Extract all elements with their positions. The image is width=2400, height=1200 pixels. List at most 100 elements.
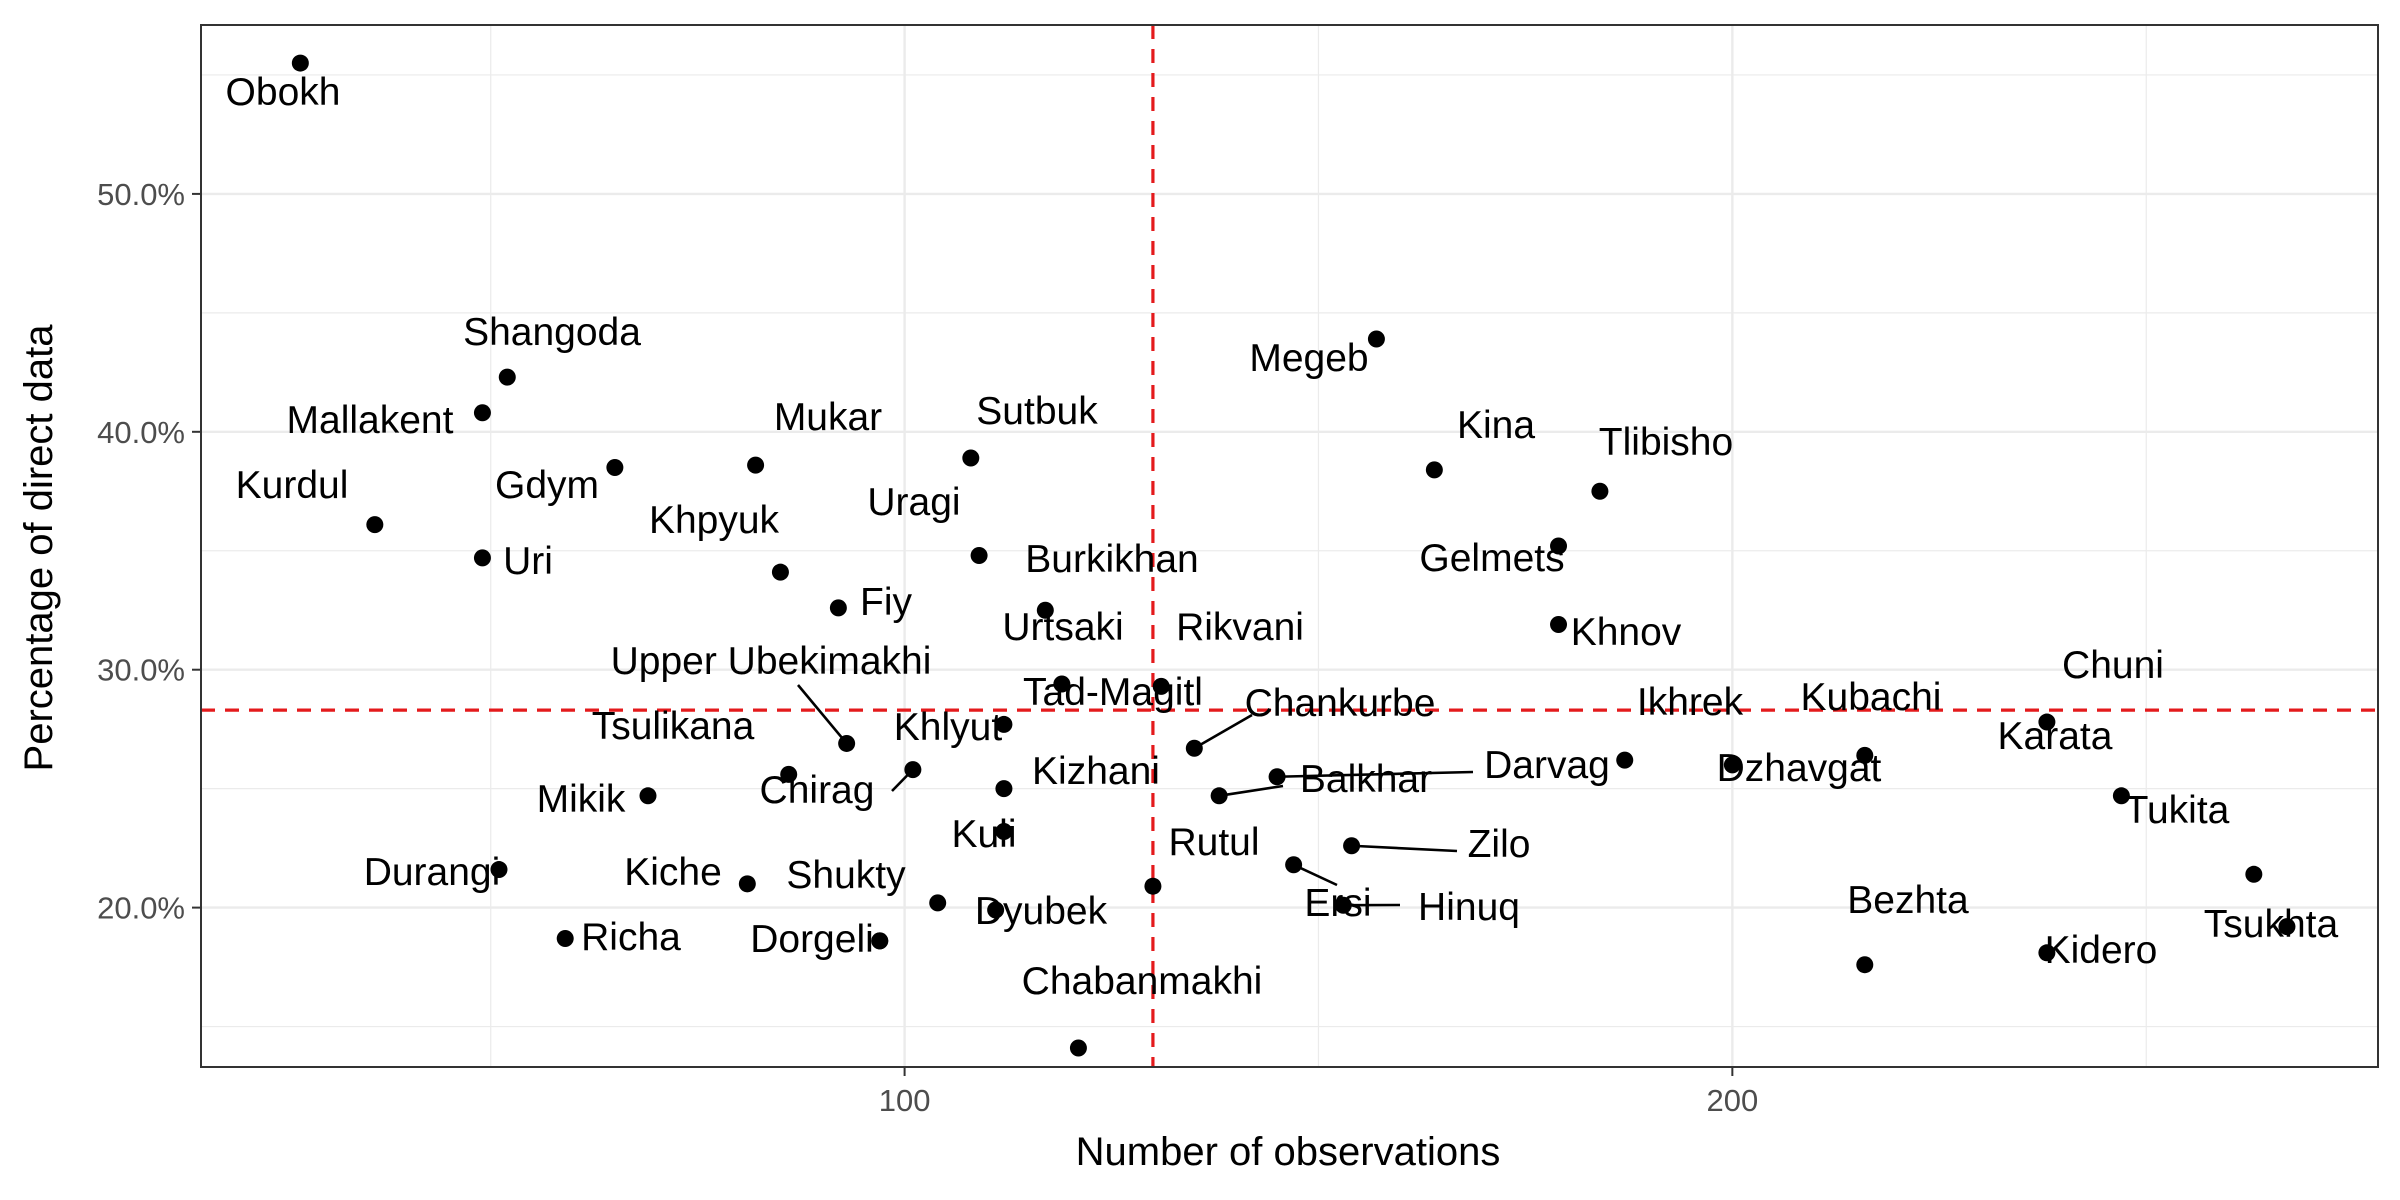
label-richa: Richa xyxy=(581,916,681,959)
label-zilo: Zilo xyxy=(1468,823,1531,866)
label-fiy: Fiy xyxy=(860,581,912,624)
label-mikik: Mikik xyxy=(537,778,626,821)
label-karata: Karata xyxy=(1998,715,2113,758)
label-urtsaki: Urtsaki xyxy=(1002,606,1123,649)
point-tsulikana xyxy=(780,765,798,783)
label-chuni: Chuni xyxy=(2062,644,2164,687)
point-tukita xyxy=(2245,865,2263,883)
label-dzhavgat: Dzhavgat xyxy=(1717,747,1882,790)
point-burkikhan xyxy=(1036,601,1054,619)
point-megeb xyxy=(1367,330,1385,348)
point-kidero xyxy=(2038,944,2056,962)
y-tick-label: 40.0% xyxy=(97,415,185,450)
y-tick-label: 50.0% xyxy=(97,177,185,212)
x-tick-label: 200 xyxy=(1706,1083,1758,1118)
x-axis-title: Number of observations xyxy=(1076,1130,1501,1174)
label-tsulikana: Tsulikana xyxy=(592,705,755,748)
point-hinuq xyxy=(1334,896,1352,914)
point-rutul xyxy=(1144,877,1162,895)
major-gridlines xyxy=(201,25,2378,1067)
leader-line-zilo xyxy=(1351,844,1458,853)
x-tick-label: 100 xyxy=(879,1083,931,1118)
label-uragi: Uragi xyxy=(867,481,960,524)
point-tsukhta xyxy=(2278,918,2296,936)
point-chuni xyxy=(2038,713,2056,731)
y-axis-ticks: 20.0% 30.0% 40.0% 50.0% xyxy=(97,177,201,926)
y-tick-label: 20.0% xyxy=(97,891,185,926)
point-darvag xyxy=(1268,768,1286,786)
label-durangi: Durangi xyxy=(364,851,501,894)
point-khlyut xyxy=(904,761,922,779)
point-richa xyxy=(556,930,574,948)
y-tick-label: 30.0% xyxy=(97,653,185,688)
label-khlyut: Khlyut xyxy=(894,706,1003,749)
label-shangoda: Shangoda xyxy=(463,311,641,354)
point-khpyuk xyxy=(771,563,789,581)
point-obokh xyxy=(291,54,309,72)
point-karata xyxy=(2112,787,2130,805)
label-kiche: Kiche xyxy=(624,851,722,894)
point-chirag xyxy=(995,780,1013,798)
point-kurdul xyxy=(366,516,384,534)
label-tukita: Tukita xyxy=(2125,789,2230,832)
leader-line-darvag xyxy=(1277,770,1474,779)
label-balkhar: Balkhar xyxy=(1300,758,1432,801)
label-bezhta: Bezhta xyxy=(1847,879,1969,922)
label-khpyuk: Khpyuk xyxy=(649,499,780,542)
point-kiche xyxy=(738,875,756,893)
label-khnov: Khnov xyxy=(1571,611,1682,654)
label-chabanmakhi: Chabanmakhi xyxy=(1022,960,1263,1003)
label-megeb: Megeb xyxy=(1249,337,1368,380)
label-chankurbe: Chankurbe xyxy=(1245,682,1436,725)
leader-line-balkhar xyxy=(1218,784,1284,798)
label-gelmets: Gelmets xyxy=(1419,537,1564,580)
point-mikik xyxy=(639,787,657,805)
point-kubachi xyxy=(1856,746,1874,764)
point-dorgeli xyxy=(871,932,889,950)
label-ikhrek: Ikhrek xyxy=(1637,681,1744,724)
label-dorgeli: Dorgeli xyxy=(750,918,874,961)
label-mallakent: Mallakent xyxy=(287,399,454,442)
point-zilo xyxy=(1343,837,1361,855)
point-gdym xyxy=(606,458,624,476)
label-rikvani: Rikvani xyxy=(1176,606,1304,649)
point-mallakent xyxy=(473,404,491,422)
label-mukar: Mukar xyxy=(774,396,882,439)
label-kubachi: Kubachi xyxy=(1801,676,1942,719)
point-bezhta xyxy=(1856,956,1874,974)
y-axis-title: Percentage of direct data xyxy=(17,324,61,772)
panel-border xyxy=(200,24,2379,1068)
label-kizhani: Kizhani xyxy=(1032,750,1160,793)
label-hinuq: Hinuq xyxy=(1418,886,1520,929)
point-gelmets xyxy=(1550,537,1568,555)
point-chankurbe xyxy=(1185,739,1203,757)
label-sutbuk: Sutbuk xyxy=(976,390,1098,433)
point-tlibisho xyxy=(1591,482,1609,500)
point-durangi xyxy=(490,861,508,879)
label-shukty: Shukty xyxy=(786,854,906,897)
point-uragi xyxy=(970,547,988,565)
data-labels: Obokh Shangoda Mallakent Gdym Mukar Sutbuk Kur… xyxy=(226,71,2339,1003)
label-dyubek: Dyubek xyxy=(975,890,1108,933)
point-rikvani xyxy=(1152,677,1170,695)
point-khnov xyxy=(1550,616,1568,634)
label-tlibisho: Tlibisho xyxy=(1599,421,1733,464)
label-kina: Kina xyxy=(1457,404,1535,447)
label-ersi: Ersi xyxy=(1304,882,1371,925)
leader-line-chankurbe xyxy=(1193,713,1253,750)
point-uri xyxy=(473,549,491,567)
point-balkhar xyxy=(1210,787,1228,805)
point-dzhavgat xyxy=(1723,756,1741,774)
label-upper-ubekimakhi: Upper Ubekimakhi xyxy=(611,640,932,683)
label-kidero: Kidero xyxy=(2045,929,2158,972)
point-tad-magitl xyxy=(995,715,1013,733)
point-fiy xyxy=(829,599,847,617)
label-darvag: Darvag xyxy=(1484,744,1610,787)
point-kuli xyxy=(929,894,947,912)
point-chabanmakhi xyxy=(1069,1039,1087,1057)
point-ikhrek xyxy=(1616,751,1634,769)
leader-line-upper-ubekimakhi xyxy=(797,684,848,745)
point-urtsaki xyxy=(1053,675,1071,693)
point-mukar xyxy=(747,456,765,474)
